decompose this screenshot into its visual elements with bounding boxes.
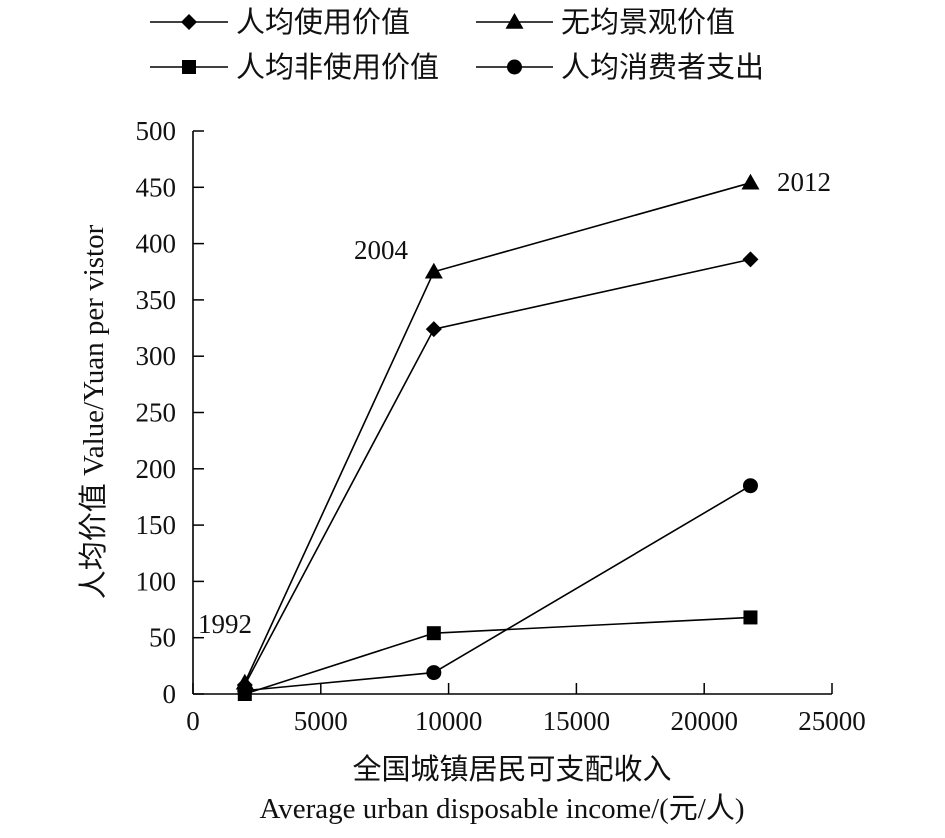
- y-tick-label: 350: [136, 285, 177, 315]
- y-tick-label: 500: [136, 116, 177, 146]
- x-axis-title-en: Average urban disposable income/(元/人): [259, 793, 744, 825]
- series-diamond: [236, 251, 759, 693]
- legend-item: 人均非使用价值: [150, 51, 439, 84]
- data-point-triangle: [741, 173, 760, 190]
- y-tick-label: 0: [163, 679, 177, 709]
- series-line: [244, 616, 751, 695]
- y-tick-label: 200: [136, 454, 177, 484]
- data-point-circle: [742, 478, 758, 494]
- legend-marker-circle: [507, 59, 522, 75]
- legend-label: 人均消费者支出: [561, 51, 764, 84]
- legend-item: 无均景观价值: [476, 6, 735, 39]
- annotation-layer: 1992 2004 2012: [198, 167, 831, 639]
- legend-label: 人均使用价值: [236, 6, 410, 39]
- year-annotation: 1992: [198, 609, 252, 639]
- y-tick-label: 100: [136, 566, 177, 596]
- series-square: [237, 610, 758, 701]
- y-tick-label: 450: [136, 172, 177, 202]
- y-tick-label: 150: [136, 510, 177, 540]
- series-triangle: [235, 173, 760, 690]
- x-tick-label: 0: [186, 706, 200, 736]
- legend-marker-triangle: [505, 13, 524, 29]
- data-point-square: [743, 610, 758, 625]
- data-point-diamond: [425, 321, 442, 338]
- legend-item: 人均使用价值: [150, 6, 410, 39]
- x-axis-title: 全国城镇居民可支配收入: [352, 753, 671, 786]
- x-tick-label: 15000: [543, 706, 611, 736]
- y-tick-label: 50: [149, 623, 176, 653]
- series-layer: [235, 173, 760, 701]
- data-point-circle: [426, 665, 442, 681]
- data-point-triangle: [424, 262, 443, 279]
- series-line: [244, 182, 751, 684]
- legend-label: 无均景观价值: [561, 6, 735, 39]
- x-tick-label: 5000: [294, 706, 348, 736]
- y-tick-label: 250: [136, 398, 177, 428]
- legend-item: 人均消费者支出: [476, 51, 764, 84]
- data-point-circle: [237, 683, 253, 699]
- y-tick-label: 400: [136, 229, 177, 259]
- year-annotation: 2012: [777, 167, 831, 197]
- year-annotation: 2004: [354, 235, 409, 265]
- x-tick-label: 20000: [670, 706, 738, 736]
- series-circle: [237, 478, 758, 699]
- legend-marker-diamond: [181, 14, 197, 30]
- legend-marker-square: [182, 60, 196, 74]
- legend-label: 人均非使用价值: [236, 51, 439, 84]
- data-point-square: [426, 626, 441, 641]
- x-tick-label: 25000: [798, 706, 866, 736]
- y-axis-title: 人均价值 Value/Yuan per vistor: [77, 224, 110, 599]
- y-tick-label: 300: [136, 341, 177, 371]
- data-point-diamond: [742, 251, 759, 268]
- x-tick-label: 10000: [415, 706, 483, 736]
